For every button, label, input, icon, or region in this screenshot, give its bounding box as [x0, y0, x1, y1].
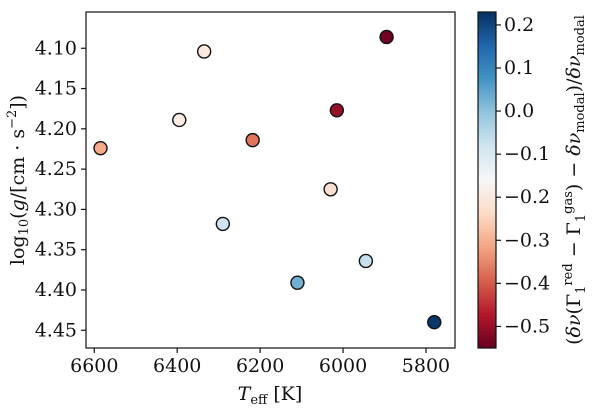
colorbar-tick-label: −0.1	[504, 143, 550, 165]
data-point	[172, 112, 187, 128]
y-tick-label: 4.35	[35, 239, 77, 261]
colorbar	[477, 11, 497, 349]
colorbar-tick-label: 0.2	[504, 14, 534, 36]
y-tick-label: 4.45	[35, 319, 77, 341]
colorbar-tick-label: 0.1	[504, 57, 534, 79]
data-point	[196, 44, 212, 59]
colorbar-ticks: 0.2 0.1 0.0 −0.1 −0.2 −0.3 −0.4 −0.5	[496, 14, 550, 337]
y-tick-label: 4.40	[35, 279, 77, 301]
scatter-points	[93, 29, 442, 330]
data-point	[379, 29, 394, 45]
x-tick-label: 6200	[236, 355, 284, 377]
y-tick-label: 4.25	[35, 158, 77, 180]
data-point	[329, 103, 345, 118]
y-axis-label: log10(g/[cm · s−2])	[5, 95, 32, 265]
y-axis-ticks: 4.10 4.15 4.20 4.25 4.30 4.35 4.40 4.45	[35, 37, 86, 341]
x-tick-label: 6000	[319, 355, 367, 377]
x-tick-label: 6600	[70, 355, 118, 377]
x-axis-label: Teff [K]	[238, 383, 303, 408]
y-tick-label: 4.10	[35, 37, 77, 59]
y-tick-label: 4.30	[35, 198, 77, 220]
plot-frame	[85, 11, 456, 349]
data-point	[358, 253, 374, 269]
y-tick-label: 4.15	[35, 78, 77, 100]
data-point	[323, 182, 338, 197]
colorbar-label: (δν(Γ1red − Γ1gas) − δνmodal)/δνmodal	[561, 15, 589, 345]
x-tick-label: 5800	[402, 355, 450, 377]
y-tick-label: 4.20	[35, 118, 77, 140]
colorbar-tick-label: −0.5	[504, 315, 550, 337]
data-point	[215, 216, 231, 232]
data-point	[290, 275, 305, 290]
x-axis-ticks: 6600 6400 6200 6000 5800	[70, 348, 450, 377]
x-tick-label: 6400	[153, 355, 201, 377]
data-point	[427, 315, 442, 330]
colorbar-tick-label: 0.0	[504, 100, 534, 122]
colorbar-tick-label: −0.2	[504, 186, 550, 208]
colorbar-tick-label: −0.4	[504, 272, 550, 294]
colorbar-tick-label: −0.3	[504, 229, 550, 251]
data-point	[245, 132, 260, 148]
data-point	[93, 140, 108, 156]
